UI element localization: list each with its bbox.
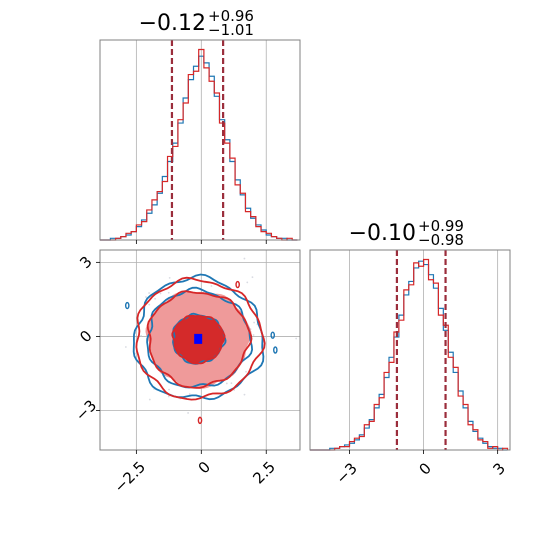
x-tick-label: 0 (195, 458, 214, 477)
marginal-x-content (100, 40, 298, 241)
contour-outlier (197, 416, 203, 425)
contour-outlier (273, 346, 278, 354)
sample-point (243, 257, 246, 260)
sample-point (135, 352, 137, 355)
sample-point (168, 388, 170, 391)
histogram-series-2 (310, 258, 509, 451)
marginal-y-title-upper-error: +0.99 (418, 217, 464, 235)
center-marker (194, 333, 203, 344)
contour-line-red-1 (171, 314, 226, 365)
marginal-x-title-upper-error: +0.96 (208, 7, 254, 25)
joint-x-tick-labels: −2.5 0 2.5 (111, 458, 279, 496)
panel-joint: −2.5 0 2.5 −3 0 3 (72, 249, 301, 496)
sample-point (140, 334, 142, 337)
x-tick-label: 2.5 (249, 458, 279, 488)
sample-point (145, 296, 147, 298)
marginal-y-title: −0.10 (349, 221, 416, 246)
contour-line-red-3 (135, 276, 266, 401)
contour-line-blue-3 (132, 273, 265, 401)
sample-point (253, 321, 256, 324)
marginal-y-frame (309, 249, 511, 451)
x-tick-label: −3 (332, 459, 360, 487)
sample-point (124, 346, 127, 348)
sample-point (188, 393, 191, 395)
sample-point (168, 276, 171, 279)
contour-outlier (124, 301, 130, 310)
sample-point (246, 281, 249, 284)
sample-point (148, 303, 151, 306)
sample-point (225, 382, 228, 385)
marginal-y-title-lower-error: −0.98 (418, 231, 464, 249)
sample-point (252, 334, 255, 336)
sample-point (295, 337, 298, 340)
y-tick-label: −3 (72, 396, 100, 424)
x-tick-label: −2.5 (111, 458, 149, 496)
marginal-y-tick-marks (349, 450, 499, 454)
panel-marginal-x: −0.12 +0.96 −1.01 (99, 7, 301, 244)
sample-point (189, 460, 191, 462)
sample-point (245, 370, 247, 373)
marginal-x-title: −0.12 (139, 11, 206, 36)
sample-point (159, 292, 162, 295)
marginal-x-title-lower-error: −1.01 (208, 21, 254, 39)
sample-point (167, 395, 170, 398)
histogram-series-2 (100, 48, 298, 241)
contour-line-red-2 (146, 290, 253, 389)
x-tick-label: 0 (415, 459, 434, 478)
sample-point (187, 412, 189, 414)
joint-frame (99, 249, 301, 451)
x-tick-label: 3 (489, 459, 508, 478)
y-tick-label: 0 (76, 327, 95, 346)
panel-marginal-y: −3 0 3 −0.10 +0.99 −0.98 (309, 217, 511, 488)
sample-point (73, 303, 75, 305)
joint-y-tick-labels: −3 0 3 (72, 253, 100, 425)
sample-point (148, 292, 150, 294)
sample-point (210, 285, 213, 287)
sample-point (167, 291, 170, 294)
sample-point (154, 297, 157, 300)
joint-content (73, 250, 300, 462)
sample-point (230, 382, 233, 385)
histogram-series-1 (100, 55, 298, 241)
contour-outlier (270, 331, 276, 339)
sample-point (148, 398, 151, 401)
sample-point (243, 393, 246, 396)
marginal-x-frame (99, 39, 301, 241)
contour-outlier (235, 280, 240, 289)
y-tick-label: 3 (76, 253, 95, 272)
sample-point (251, 276, 254, 279)
marginal-y-x-tick-labels: −3 0 3 (332, 459, 509, 487)
marginal-y-content (310, 250, 509, 451)
marginal-x-tick-marks (135, 240, 267, 244)
joint-tick-marks (96, 261, 267, 454)
